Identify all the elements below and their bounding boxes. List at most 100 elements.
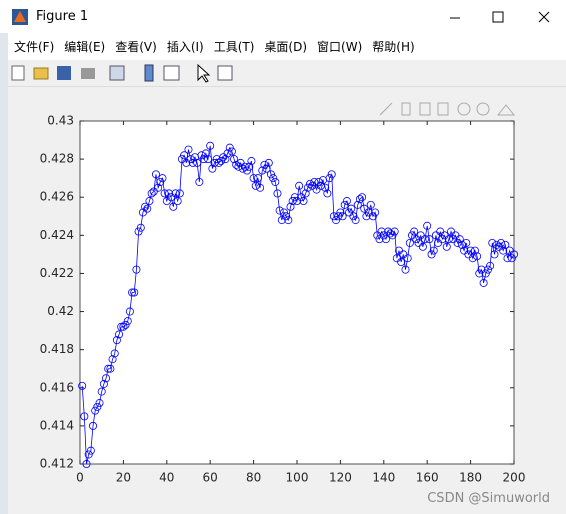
data-point [160, 189, 169, 198]
zoom-in-button[interactable] [457, 102, 471, 116]
menu-item[interactable]: 编辑(E) [64, 40, 106, 54]
data-point [175, 189, 184, 198]
data-point [488, 238, 497, 247]
data-point [405, 238, 414, 247]
data-point [234, 162, 243, 171]
edit-button[interactable] [197, 63, 211, 83]
y-tick-label: 0.412 [40, 457, 74, 471]
data-point [195, 177, 204, 186]
data-point [362, 212, 371, 221]
data-point [128, 288, 137, 297]
legend-button[interactable] [163, 65, 180, 81]
x-tick-label: 120 [329, 471, 352, 485]
data-point [470, 246, 479, 255]
x-tick-label: 100 [286, 471, 309, 485]
maximize-button[interactable] [492, 11, 504, 23]
background-window [0, 33, 8, 514]
figure: 0 20 40 60 80 100 120 140 160 180 200 0.412 0.414 0.4… [40, 102, 525, 485]
data-point [457, 240, 466, 249]
new-button[interactable] [11, 65, 25, 81]
data-point [479, 278, 488, 287]
y-tick-label: 0.428 [40, 152, 74, 166]
data-point [253, 174, 262, 183]
menu-item[interactable]: 帮助(H) [372, 40, 415, 54]
x-tick-label: 180 [459, 471, 482, 485]
menu-item[interactable]: 文件(F) [14, 40, 55, 54]
menu-item[interactable]: 工具(T) [213, 40, 255, 54]
data-point [290, 193, 299, 202]
colorbar-button[interactable] [144, 64, 154, 82]
data-point [156, 177, 165, 186]
watermark: CSDN @Simuworld [427, 491, 550, 506]
data-point [351, 216, 360, 225]
data-point [225, 143, 234, 152]
data-point [321, 183, 330, 192]
data-point [269, 174, 278, 183]
data-point [381, 235, 390, 244]
data-point [217, 157, 226, 166]
datatip-button[interactable] [419, 102, 431, 116]
data-point [438, 235, 447, 244]
export-button[interactable] [401, 102, 411, 116]
y-tick-label: 0.424 [40, 228, 74, 242]
data-point [295, 181, 304, 190]
data-point [80, 412, 89, 421]
zoom-out-button[interactable] [476, 102, 490, 116]
print-button[interactable] [81, 68, 95, 79]
toolbar [8, 60, 566, 87]
data-point [279, 208, 288, 217]
data-point [206, 141, 215, 150]
data-point [93, 402, 102, 411]
data-point [284, 216, 293, 225]
data-point [89, 421, 98, 430]
link-button[interactable] [109, 65, 125, 81]
data-point [390, 227, 399, 236]
y-tick-label: 0.416 [40, 380, 74, 394]
data-point [397, 258, 406, 267]
data-point [232, 160, 241, 169]
data-point [486, 261, 495, 270]
y-tick-label: 0.414 [40, 418, 74, 432]
data-point [188, 158, 197, 167]
save-button[interactable] [57, 66, 71, 80]
menu-item[interactable]: 插入(I) [166, 40, 204, 54]
data-point [186, 155, 195, 164]
x-tick-label: 20 [116, 471, 131, 485]
data-point [171, 189, 180, 198]
data-point [147, 189, 156, 198]
menu-item[interactable]: 窗口(W) [317, 40, 363, 54]
data-point [466, 246, 475, 255]
data-point [125, 307, 134, 316]
data-point [425, 235, 434, 244]
data-point [141, 202, 150, 211]
data-point [132, 265, 141, 274]
data-point [78, 381, 87, 390]
data-point [169, 202, 178, 211]
data-point [221, 155, 230, 164]
data-point [483, 265, 492, 274]
data-point [243, 166, 252, 175]
menu-item[interactable]: 桌面(D) [264, 40, 308, 54]
brush-button[interactable] [379, 102, 393, 116]
data-point [421, 235, 430, 244]
data-point [347, 204, 356, 213]
data-point [197, 151, 206, 160]
data-point [503, 254, 512, 263]
toolbar-icons [11, 63, 233, 83]
data-point [462, 238, 471, 247]
data-point [501, 240, 510, 249]
home-button[interactable] [496, 104, 516, 116]
data-point [475, 269, 484, 278]
close-button[interactable] [538, 11, 550, 23]
data-point [173, 197, 182, 206]
data-point [410, 227, 419, 236]
data-point [442, 242, 451, 251]
open-button[interactable] [33, 67, 49, 80]
property-button[interactable] [217, 65, 233, 81]
pan-button[interactable] [437, 102, 449, 116]
data-point [95, 399, 104, 408]
menu-item[interactable]: 查看(V) [115, 40, 157, 54]
data-point [110, 349, 119, 358]
y-tick-label: 0.422 [40, 266, 74, 280]
